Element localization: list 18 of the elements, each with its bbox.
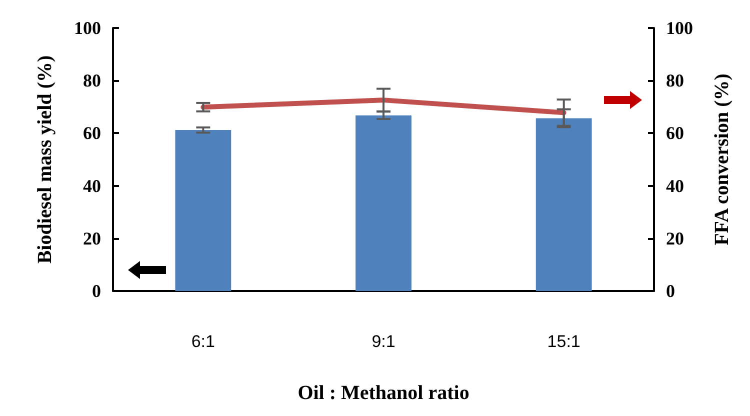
y2-axis-title: FFA conversion (%) xyxy=(711,74,733,246)
y2-tick-label: 0 xyxy=(666,281,675,301)
x-axis-title: Oil : Methanol ratio xyxy=(298,382,470,404)
y-tick-label: 100 xyxy=(74,18,101,38)
y-tick-label: 40 xyxy=(83,176,101,196)
y-tick-label: 80 xyxy=(83,70,101,91)
y2-tick-label: 20 xyxy=(666,228,684,248)
y-axis-title: Biodiesel mass yield (%) xyxy=(34,55,56,264)
y2-tick-label: 100 xyxy=(666,18,693,38)
y-tick-label: 0 xyxy=(92,281,101,301)
y-tick-label: 60 xyxy=(83,123,101,144)
y2-tick-label: 40 xyxy=(666,176,684,196)
x-tick-label: 15:1 xyxy=(547,332,580,351)
y-tick-label: 20 xyxy=(83,228,101,248)
y2-tick-label: 80 xyxy=(666,70,684,91)
x-tick-label: 6:1 xyxy=(191,332,215,351)
y2-tick-label: 60 xyxy=(666,123,684,144)
x-tick-label: 9:1 xyxy=(372,332,396,351)
